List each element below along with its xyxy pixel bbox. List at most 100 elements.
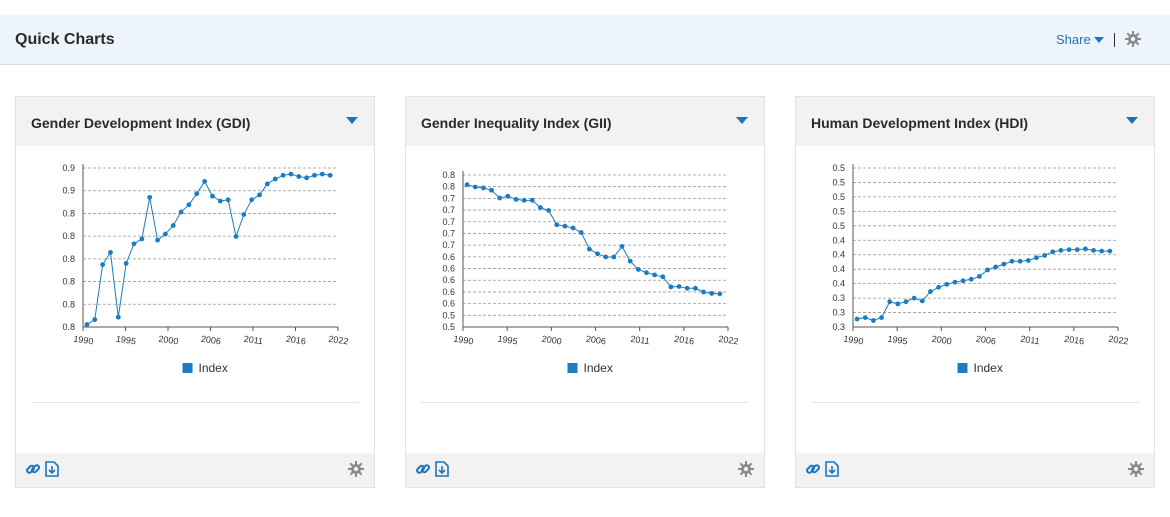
caret-down-icon[interactable]: [346, 117, 358, 124]
data-point: [684, 285, 690, 291]
y-tick-label: 0.8: [62, 277, 75, 287]
caret-down-icon[interactable]: [736, 117, 748, 124]
data-point: [1082, 246, 1088, 252]
y-tick-label: 0.3: [832, 322, 845, 332]
legend-label: Index: [584, 361, 613, 375]
line-chart: 0.3 0.3 0.3 0.4 0.4 0.4 0.4 0.5 0.5 0.5 0.5 0.5 1990…: [832, 163, 1129, 375]
y-tick-label: 0.4: [832, 264, 845, 274]
data-point: [505, 193, 511, 199]
divider: [1113, 32, 1115, 47]
data-point: [911, 295, 917, 301]
data-point: [1058, 247, 1064, 253]
data-point: [202, 179, 208, 184]
y-tick-label: 0.8: [62, 322, 75, 332]
divider: [421, 402, 749, 403]
share-menu: Share: [1056, 32, 1115, 47]
divider: [811, 402, 1139, 403]
y-tick-label: 0.6: [442, 287, 455, 297]
data-point: [717, 291, 723, 297]
data-point: [162, 231, 168, 237]
caret-down-icon[interactable]: [1126, 117, 1138, 124]
data-point: [879, 315, 884, 321]
gear-icon[interactable]: [348, 461, 364, 482]
data-point: [660, 274, 666, 280]
data-point: [186, 202, 192, 208]
link-icon[interactable]: [415, 461, 431, 482]
data-point: [480, 185, 486, 191]
x-tick-label: 2016: [285, 334, 306, 347]
gear-icon[interactable]: [1128, 461, 1144, 482]
data-point: [538, 205, 543, 211]
y-tick-label: 0.8: [62, 254, 75, 264]
data-point: [595, 251, 600, 257]
y-tick-label: 0.9: [62, 163, 75, 173]
x-tick-label: 2011: [1020, 334, 1041, 347]
data-point: [862, 315, 868, 321]
data-point: [312, 172, 317, 178]
x-tick-label: 2000: [158, 334, 179, 347]
x-tick-label: 1990: [73, 334, 94, 347]
data-point: [529, 197, 535, 203]
y-tick-label: 0.6: [442, 252, 455, 262]
y-tick-label: 0.5: [832, 163, 845, 173]
y-tick-label: 0.8: [442, 182, 455, 192]
download-icon[interactable]: [435, 461, 449, 482]
data-point: [1009, 258, 1015, 264]
x-tick-label: 1995: [887, 334, 908, 347]
link-icon[interactable]: [25, 461, 41, 482]
y-tick-label: 0.5: [832, 192, 845, 202]
x-tick-label: 2006: [975, 334, 996, 347]
x-tick-label: 1995: [115, 334, 136, 347]
download-icon[interactable]: [45, 461, 59, 482]
data-point: [115, 314, 121, 320]
data-point: [895, 301, 901, 307]
card-title: Gender Inequality Index (GII): [421, 115, 612, 131]
y-tick-label: 0.5: [832, 206, 845, 216]
data-point: [84, 322, 90, 327]
data-point: [327, 172, 333, 178]
data-point: [100, 262, 106, 268]
data-point: [1107, 248, 1113, 254]
y-tick-label: 0.6: [442, 275, 455, 285]
data-point: [709, 290, 715, 296]
data-point: [296, 174, 302, 179]
data-point: [464, 182, 470, 188]
download-icon[interactable]: [825, 461, 839, 482]
y-tick-label: 0.3: [832, 308, 845, 318]
x-tick-label: 2022: [1108, 334, 1129, 347]
share-button[interactable]: Share: [1056, 32, 1104, 47]
data-point: [562, 223, 568, 229]
x-tick-label: 2006: [200, 334, 221, 347]
data-point: [139, 236, 145, 242]
y-tick-label: 0.8: [62, 208, 75, 218]
y-tick-label: 0.7: [442, 228, 455, 238]
page-title: Quick Charts: [15, 31, 115, 48]
data-point: [652, 272, 658, 278]
data-point: [870, 318, 876, 323]
data-point: [472, 184, 478, 190]
data-point: [1034, 255, 1039, 261]
data-point: [170, 223, 176, 228]
gear-icon[interactable]: [738, 461, 754, 482]
y-tick-label: 0.5: [442, 310, 455, 320]
data-point: [635, 267, 641, 272]
data-point: [280, 172, 286, 178]
gear-icon[interactable]: [1125, 31, 1141, 52]
data-point: [249, 197, 255, 203]
link-icon[interactable]: [805, 461, 821, 482]
data-point: [887, 299, 893, 305]
data-point: [233, 234, 239, 239]
line-chart: 0.8 0.8 0.8 0.8 0.8 0.8 0.9 0.9 1990 1995 2000 2006…: [62, 163, 349, 375]
series-line: [856, 248, 1110, 322]
data-point: [1066, 247, 1072, 253]
data-point: [489, 187, 494, 193]
data-point: [1025, 258, 1031, 263]
data-point: [936, 284, 942, 290]
y-tick-label: 0.4: [832, 235, 845, 245]
legend-label: Index: [974, 361, 1003, 375]
x-tick-label: 1990: [453, 334, 474, 347]
data-point: [676, 284, 682, 289]
y-tick-label: 0.6: [442, 264, 455, 274]
data-point: [627, 258, 633, 264]
y-tick-label: 0.5: [832, 221, 845, 231]
